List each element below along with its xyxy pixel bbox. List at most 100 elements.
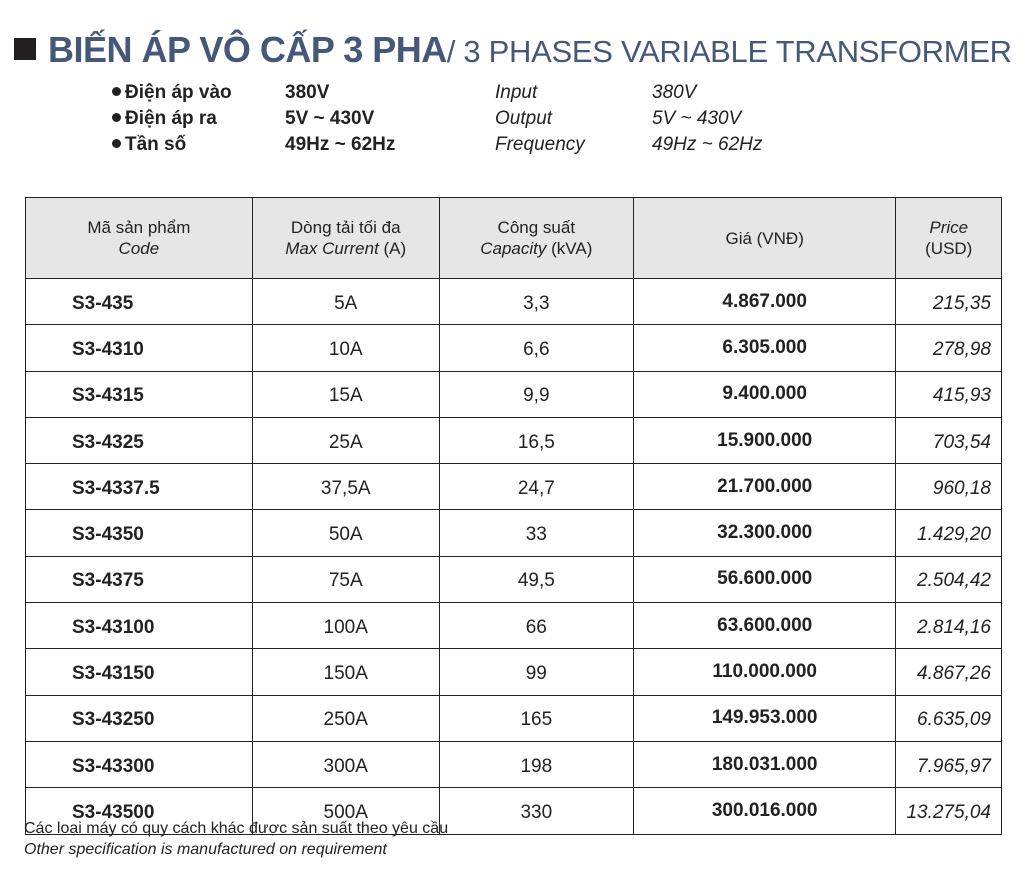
square-bullet-icon <box>14 38 36 60</box>
cell-code: S3-4315 <box>25 370 253 418</box>
spec-values-vi: 380V 5V ~ 430V 49Hz ~ 62Hz <box>285 80 395 158</box>
cell-capacity: 66 <box>438 602 634 650</box>
cell-price-vnd: 6.305.000 <box>632 324 897 372</box>
bullet-icon <box>112 113 121 122</box>
cell-capacity: 198 <box>438 740 634 789</box>
cell-price-vnd: 180.031.000 <box>632 740 897 789</box>
cell-price-vnd: 63.600.000 <box>632 602 897 650</box>
cell-capacity: 6,6 <box>438 324 634 372</box>
cell-price-vnd: 56.600.000 <box>632 555 897 604</box>
header-code: Mã sản phẩm Code <box>25 197 253 279</box>
spec-label: Điện áp vào <box>125 82 232 103</box>
cell-price-vnd: 149.953.000 <box>632 694 897 742</box>
cell-code: S3-4350 <box>25 509 253 557</box>
cell-code: S3-435 <box>25 277 253 326</box>
cell-price-vnd: 4.867.000 <box>632 277 897 326</box>
cell-max-current: 500A <box>251 787 440 835</box>
title-sub: / 3 PHASES VARIABLE TRANSFORMER <box>446 34 1012 69</box>
footer-note: Các loại máy có quy cách khác được sản s… <box>24 818 448 860</box>
cell-price-usd: 2.504,42 <box>895 555 1002 604</box>
table-row: S3-4310 10A 6,6 6.305.000 278,98 <box>25 324 1002 372</box>
cell-price-usd: 13.275,04 <box>895 787 1002 835</box>
table-row: S3-4375 75A 49,5 56.600.000 2.504,42 <box>25 555 1002 604</box>
cell-code: S3-43100 <box>25 602 253 650</box>
table-row: S3-435 5A 3,3 4.867.000 215,35 <box>25 277 1002 326</box>
bullet-icon <box>112 87 121 96</box>
cell-code: S3-4310 <box>25 324 253 372</box>
cell-max-current: 10A <box>251 324 440 372</box>
spec-label: Output <box>495 108 553 129</box>
title-main: BIẾN ÁP VÔ CẤP 3 PHA <box>48 29 447 70</box>
cell-price-usd: 6.635,09 <box>895 694 1002 742</box>
spec-value: 5V ~ 430V <box>652 108 742 129</box>
table-row: S3-43300 300A 198 180.031.000 7.965,97 <box>25 740 1002 789</box>
table-row: S3-43500 500A 330 300.016.000 13.275,04 <box>25 787 1002 835</box>
spec-value: 5V ~ 430V <box>285 108 375 129</box>
cell-code: S3-4375 <box>25 555 253 604</box>
cell-price-vnd: 300.016.000 <box>632 787 897 835</box>
footer-vi: Các loại máy có quy cách khác được sản s… <box>24 820 449 837</box>
cell-price-usd: 278,98 <box>895 324 1002 372</box>
cell-max-current: 25A <box>251 416 440 465</box>
page-title: BIẾN ÁP VÔ CẤP 3 PHA/ 3 PHASES VARIABLE … <box>14 28 1012 74</box>
cell-max-current: 15A <box>251 370 440 418</box>
table-row: S3-4337.5 37,5A 24,7 21.700.000 960,18 <box>25 463 1002 511</box>
cell-max-current: 300A <box>251 740 440 789</box>
cell-max-current: 250A <box>251 694 440 742</box>
cell-capacity: 165 <box>438 694 634 742</box>
footer-en: Other specification is manufactured on r… <box>24 841 387 858</box>
cell-capacity: 33 <box>438 509 634 557</box>
cell-code: S3-4337.5 <box>25 463 253 511</box>
cell-code: S3-4325 <box>25 416 253 465</box>
cell-code: S3-43300 <box>25 740 253 789</box>
header-price-usd: Price (USD) <box>895 197 1002 279</box>
table-row: S3-4315 15A 9,9 9.400.000 415,93 <box>25 370 1002 418</box>
spec-value: 49Hz ~ 62Hz <box>652 134 763 155</box>
cell-capacity: 99 <box>438 648 634 696</box>
cell-capacity: 24,7 <box>438 463 634 511</box>
table-row: S3-43150 150A 99 110.000.000 4.867,26 <box>25 648 1002 696</box>
cell-price-usd: 2.814,16 <box>895 602 1002 650</box>
cell-max-current: 50A <box>251 509 440 557</box>
spec-value: 380V <box>285 82 330 103</box>
table-header-row: Mã sản phẩm Code Dòng tải tối đa Max Curre… <box>25 197 1002 279</box>
cell-price-usd: 1.429,20 <box>895 509 1002 557</box>
cell-max-current: 150A <box>251 648 440 696</box>
cell-capacity: 330 <box>438 787 634 835</box>
spec-label: Tần số <box>125 134 187 155</box>
cell-max-current: 5A <box>251 277 440 326</box>
cell-capacity: 16,5 <box>438 416 634 465</box>
cell-price-vnd: 15.900.000 <box>632 416 897 465</box>
cell-price-usd: 960,18 <box>895 463 1002 511</box>
spec-label: Điện áp ra <box>125 108 217 129</box>
spec-label: Input <box>495 82 538 103</box>
header-max-current: Dòng tải tối đa Max Current (A) <box>251 197 440 279</box>
cell-max-current: 37,5A <box>251 463 440 511</box>
table-row: S3-43250 250A 165 149.953.000 6.635,09 <box>25 694 1002 742</box>
spec-labels-en: Input Output Frequency <box>495 80 585 158</box>
table-row: S3-4350 50A 33 32.300.000 1.429,20 <box>25 509 1002 557</box>
cell-max-current: 75A <box>251 555 440 604</box>
cell-price-vnd: 32.300.000 <box>632 509 897 557</box>
cell-capacity: 9,9 <box>438 370 634 418</box>
spec-labels-vi: Điện áp vào Điện áp ra Tần số <box>112 80 232 158</box>
cell-price-usd: 415,93 <box>895 370 1002 418</box>
bullet-icon <box>112 139 121 148</box>
cell-price-vnd: 9.400.000 <box>632 370 897 418</box>
cell-code: S3-43150 <box>25 648 253 696</box>
spec-label: Frequency <box>495 134 585 155</box>
cell-price-usd: 703,54 <box>895 416 1002 465</box>
cell-price-usd: 4.867,26 <box>895 648 1002 696</box>
cell-capacity: 49,5 <box>438 555 634 604</box>
header-price-vnd: Giá (VNĐ) <box>632 197 897 279</box>
table-row: S3-43100 100A 66 63.600.000 2.814,16 <box>25 602 1002 650</box>
cell-capacity: 3,3 <box>438 277 634 326</box>
cell-code: S3-43500 <box>25 787 253 835</box>
price-table: Mã sản phẩm Code Dòng tải tối đa Max Curre… <box>25 197 1002 835</box>
table-row: S3-4325 25A 16,5 15.900.000 703,54 <box>25 416 1002 465</box>
cell-code: S3-43250 <box>25 694 253 742</box>
cell-price-usd: 215,35 <box>895 277 1002 326</box>
spec-value: 49Hz ~ 62Hz <box>285 134 396 155</box>
cell-price-vnd: 110.000.000 <box>632 648 897 696</box>
spec-values-en: 380V 5V ~ 430V 49Hz ~ 62Hz <box>652 80 762 158</box>
